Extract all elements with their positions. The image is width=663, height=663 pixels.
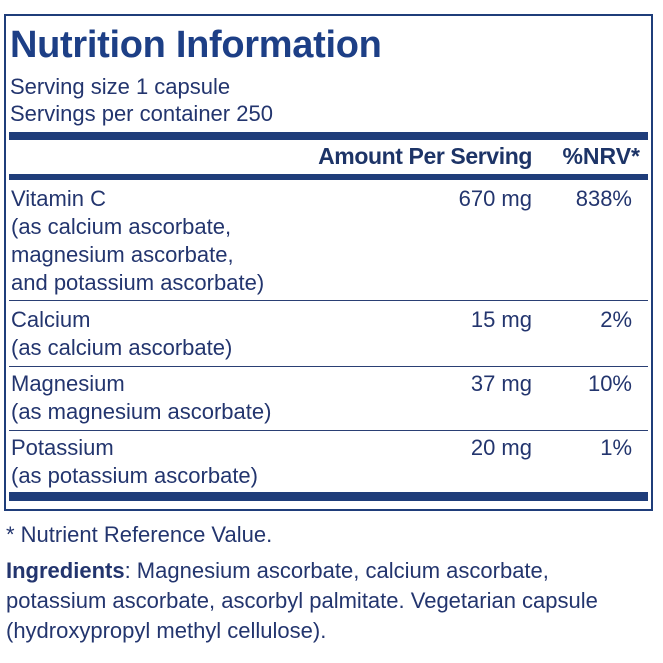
row-divider	[9, 366, 648, 367]
nutrient-name: Vitamin C	[11, 186, 106, 211]
nrv-header: %NRV*	[562, 143, 640, 169]
table-row: Calcium (as calcium ascorbate) 15 mg 2%	[9, 306, 648, 362]
nutrient-nrv: 10%	[587, 371, 632, 396]
nutrient-nrv: 838%	[575, 186, 632, 211]
table-bottom-rule	[9, 492, 648, 501]
table-row: Potassium (as potassium ascorbate) 20 mg…	[9, 434, 648, 490]
ingredients-statement: Ingredients: Magnesium ascorbate, calciu…	[6, 556, 646, 646]
ingredients-label: Ingredients	[6, 558, 125, 583]
header-top-rule	[9, 132, 648, 140]
nutrient-nrv: 2%	[600, 307, 632, 332]
nutrient-source: magnesium ascorbate,	[11, 242, 234, 267]
nutrition-panel	[4, 14, 653, 511]
panel-title: Nutrition Information	[10, 24, 382, 66]
nutrient-amount: 15 mg	[470, 307, 532, 332]
nutrient-source: and potassium ascorbate)	[11, 270, 265, 295]
nutrient-source: (as magnesium ascorbate)	[11, 399, 272, 424]
table-row: Vitamin C (as calcium ascorbate, magnesi…	[9, 185, 648, 297]
table-header: Amount Per Serving %NRV*	[9, 141, 648, 171]
nrv-footnote: * Nutrient Reference Value.	[6, 522, 273, 547]
header-bottom-rule	[9, 174, 648, 180]
row-divider	[9, 430, 648, 431]
servings-per-container: Servings per container 250	[10, 101, 273, 126]
nutrient-name: Magnesium	[11, 371, 125, 396]
nutrient-amount: 670 mg	[458, 186, 532, 211]
nutrient-source: (as calcium ascorbate)	[11, 335, 233, 360]
serving-size: Serving size 1 capsule	[10, 74, 231, 99]
nutrient-amount: 37 mg	[470, 371, 532, 396]
nutrient-nrv: 1%	[600, 435, 632, 460]
nutrient-name: Potassium	[11, 435, 114, 460]
table-row: Magnesium (as magnesium ascorbate) 37 mg…	[9, 370, 648, 426]
nutrient-source: (as potassium ascorbate)	[11, 463, 258, 488]
nutrient-name: Calcium	[11, 307, 91, 332]
nutrient-source: (as calcium ascorbate,	[11, 214, 232, 239]
ingredients-text: : Magnesium ascorbate, calcium ascorbate…	[6, 558, 598, 643]
nutrient-amount: 20 mg	[470, 435, 532, 460]
row-divider	[9, 300, 648, 301]
amount-header: Amount Per Serving	[318, 143, 532, 169]
